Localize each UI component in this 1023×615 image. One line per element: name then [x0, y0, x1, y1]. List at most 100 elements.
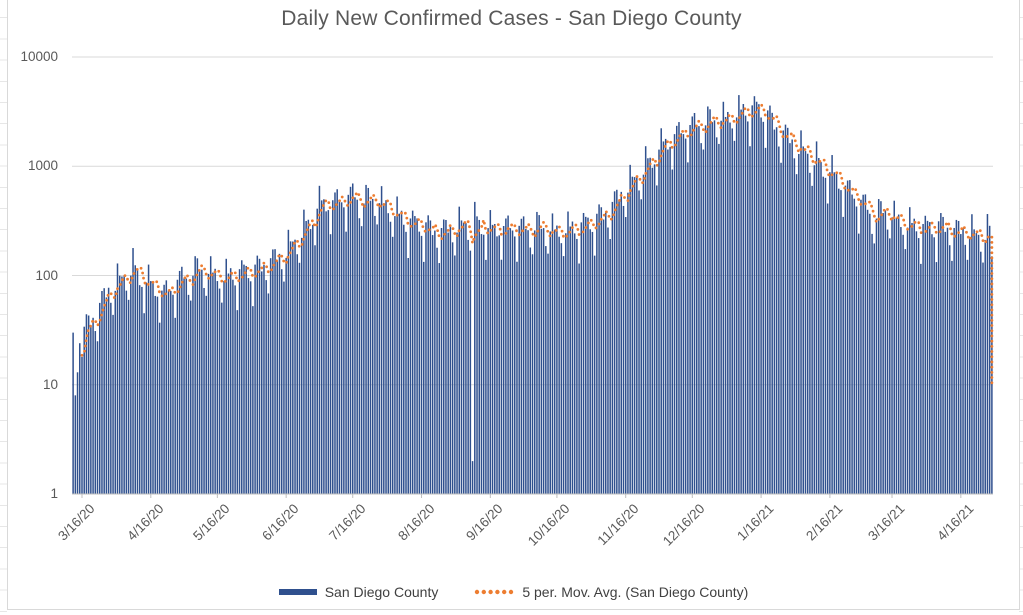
bar [209, 256, 212, 494]
bar [161, 290, 163, 494]
bar [407, 258, 409, 494]
bar [629, 164, 631, 494]
bar [436, 247, 438, 494]
bar [489, 210, 492, 495]
legend-item-ma[interactable]: 5 per. Mov. Avg. (San Diego County) [474, 584, 748, 600]
bar [138, 285, 141, 494]
bar [578, 263, 580, 494]
bar [387, 213, 389, 494]
bar [462, 222, 465, 495]
bar [682, 134, 685, 494]
bar [434, 230, 436, 494]
bar [791, 139, 793, 494]
bar [862, 194, 864, 495]
bar [893, 200, 895, 494]
bar [695, 125, 698, 494]
bar [525, 229, 527, 494]
bar [549, 231, 551, 494]
bar [618, 200, 620, 495]
bar [740, 109, 742, 494]
bar [991, 256, 993, 494]
bar [263, 264, 265, 494]
bar [835, 173, 838, 494]
bar [909, 207, 911, 495]
bar [738, 95, 740, 494]
bar [884, 210, 887, 494]
legend-ma-dotted-swatch-icon [475, 589, 514, 595]
bar [869, 213, 871, 494]
bar [687, 162, 689, 494]
bar-series[interactable] [72, 95, 993, 495]
bar [747, 121, 749, 494]
bar [751, 105, 753, 495]
bar [640, 199, 642, 495]
bar [207, 273, 210, 494]
bar [498, 235, 500, 495]
bar [758, 104, 760, 494]
bar [360, 226, 363, 494]
bar [238, 269, 241, 494]
bar [707, 106, 709, 494]
bar [427, 215, 429, 494]
bar [613, 191, 616, 494]
bar [722, 101, 725, 494]
bar [345, 231, 347, 494]
bar [944, 231, 947, 494]
bar [806, 153, 809, 495]
bar [855, 206, 858, 494]
bar [762, 121, 765, 494]
bar [811, 185, 813, 495]
bar [889, 238, 891, 494]
legend-item-series[interactable]: San Diego County [278, 584, 438, 600]
bar [877, 199, 880, 495]
bar [394, 216, 396, 494]
bar [420, 235, 423, 494]
bar [533, 230, 536, 494]
bar [278, 253, 281, 494]
bar [516, 261, 518, 494]
bar [201, 269, 203, 494]
bar [769, 105, 771, 495]
bar [622, 205, 625, 494]
chart-frame[interactable] [7, 0, 1020, 610]
bar [587, 217, 589, 494]
bar [318, 185, 321, 494]
moving-average-line[interactable] [80, 102, 994, 387]
bar [591, 231, 594, 494]
bar [977, 234, 980, 494]
bar [507, 215, 509, 494]
bar [733, 140, 736, 494]
bar [383, 203, 385, 494]
bar [818, 158, 820, 494]
bar [234, 285, 236, 494]
bar [520, 218, 523, 494]
bar [456, 232, 458, 495]
bar [864, 194, 867, 494]
bar [744, 115, 747, 495]
bar [185, 278, 188, 494]
bar [294, 239, 296, 494]
bar [593, 255, 596, 494]
bar [316, 208, 318, 494]
bar [252, 306, 254, 494]
bar [735, 117, 738, 495]
bar [857, 233, 860, 495]
bar [778, 146, 780, 494]
bar [538, 215, 540, 494]
bar [924, 215, 927, 494]
bar [631, 176, 634, 494]
bar [256, 255, 259, 494]
legend[interactable]: San Diego County 5 per. Mov. Avg. (San D… [7, 581, 1020, 603]
bar [154, 295, 156, 494]
y-axis-label: 10000 [20, 49, 58, 64]
legend-bar-swatch-icon [278, 589, 317, 595]
bar [285, 257, 287, 494]
bar [480, 234, 483, 494]
bar [676, 125, 678, 494]
bar [866, 209, 869, 494]
bar [764, 147, 767, 494]
bar [485, 259, 487, 494]
bar [380, 186, 383, 494]
bar [749, 146, 751, 494]
